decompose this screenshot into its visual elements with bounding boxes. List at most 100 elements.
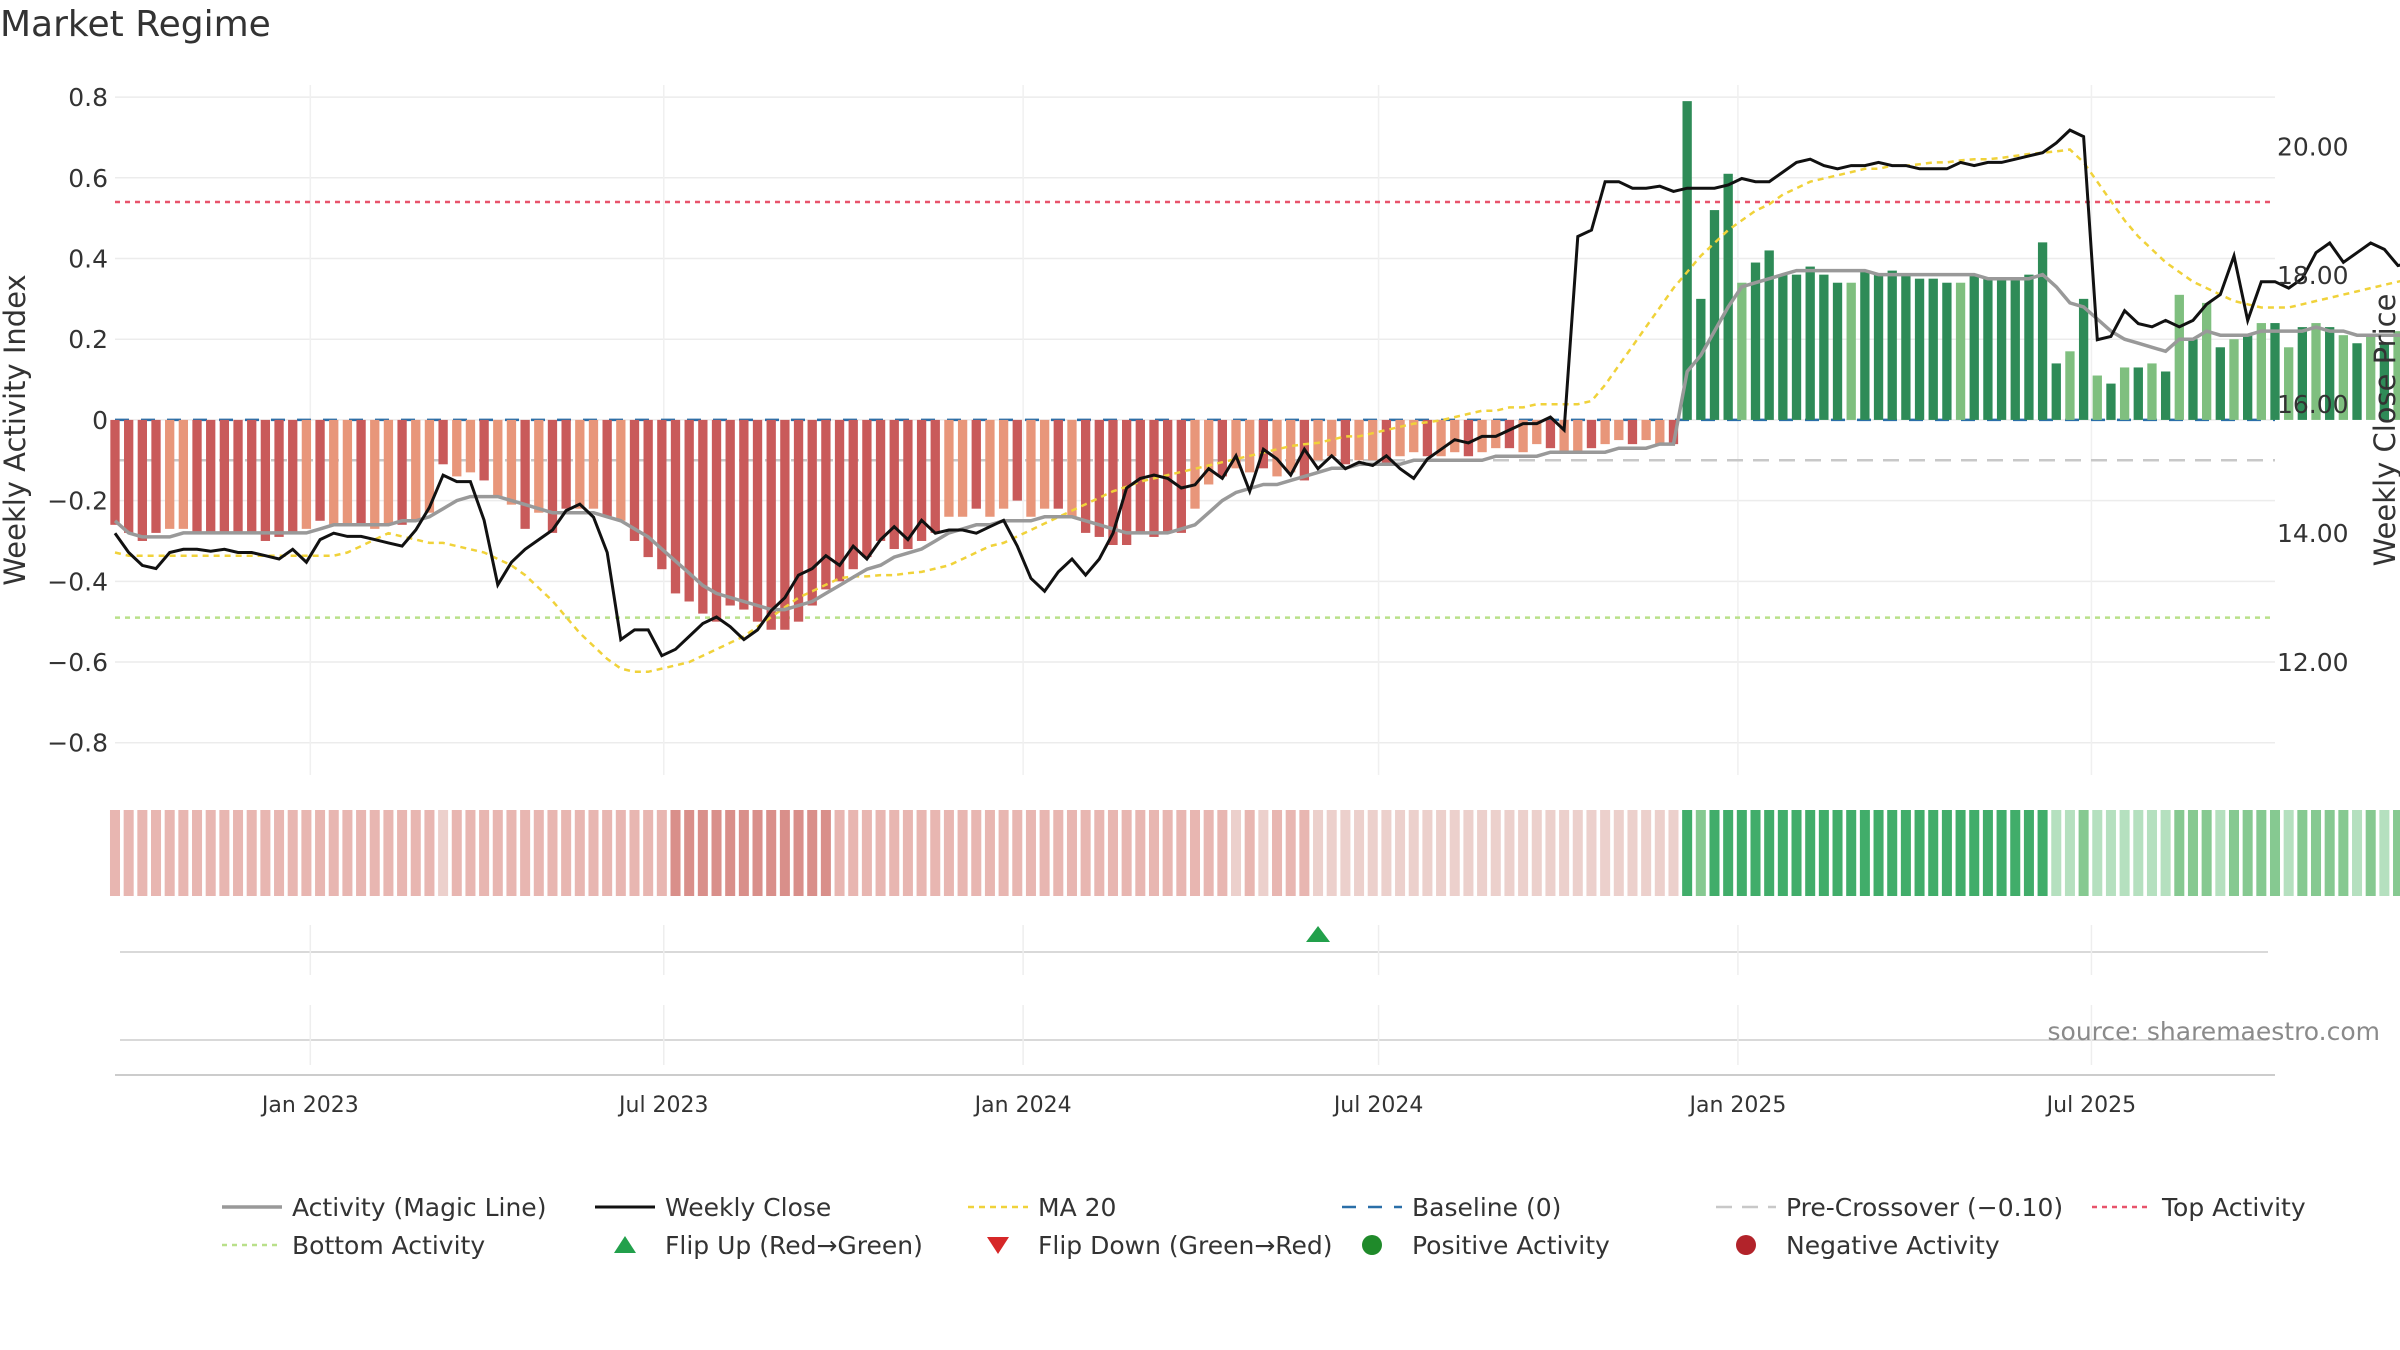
legend-symbol-icon <box>222 1228 282 1262</box>
y-right-tick-label: 14.00 <box>2277 519 2349 548</box>
regime-strip-cell <box>2393 810 2400 896</box>
y-left-tick-label: −0.2 <box>47 487 108 516</box>
positive-activity-bar <box>1723 173 1733 420</box>
regime-strip <box>109 810 2400 896</box>
negative-activity-bar <box>1641 419 1651 441</box>
negative-activity-bar <box>903 419 913 550</box>
regime-strip-cell <box>2105 810 2116 896</box>
legend-label: Negative Activity <box>1786 1230 2000 1260</box>
negative-activity-bar <box>110 419 120 525</box>
positive-activity-bar <box>1983 278 1993 420</box>
regime-strip-cell <box>1189 810 1201 896</box>
x-tick-label: Jan 2025 <box>1687 1093 1786 1118</box>
legend-label: Bottom Activity <box>292 1230 486 1260</box>
flip-events-panel <box>120 925 2268 1065</box>
regime-strip-cell <box>2269 810 2281 896</box>
negative-activity-bar <box>1463 419 1474 457</box>
regime-strip-cell <box>342 810 353 896</box>
legend-symbol-icon <box>968 1190 1028 1224</box>
regime-strip-cell <box>1053 810 1064 896</box>
positive-activity-bar <box>2078 298 2089 420</box>
regime-strip-cell <box>1039 810 1050 896</box>
positive-activity-bar <box>1901 274 1911 420</box>
positive-activity-bar <box>2270 323 2280 420</box>
positive-activity-bar <box>1860 270 1870 420</box>
regime-strip-cell <box>1586 810 1597 896</box>
regime-strip-cell <box>2379 810 2390 896</box>
negative-activity-bar <box>711 419 722 622</box>
negative-activity-bar <box>1559 419 1569 453</box>
regime-strip-cell <box>383 810 394 896</box>
regime-strip-cell <box>1682 810 1693 896</box>
regime-strip-cell <box>1777 810 1788 896</box>
regime-strip-cell <box>356 810 367 896</box>
positive-activity-bar <box>2256 323 2266 420</box>
regime-strip-cell <box>1900 810 1911 896</box>
regime-strip-cell <box>1463 810 1474 896</box>
negative-activity-bar <box>1532 419 1542 445</box>
negative-activity-bar <box>329 419 339 525</box>
regime-strip-cell <box>1914 810 1925 896</box>
negative-activity-bar <box>684 419 694 602</box>
regime-strip-cell <box>943 810 954 896</box>
regime-strip-cell <box>834 810 845 896</box>
regime-strip-cell <box>1641 810 1652 896</box>
regime-strip-cell <box>2051 810 2062 896</box>
negative-activity-bar <box>1012 419 1022 501</box>
chart-title: Market Regime <box>0 4 271 45</box>
negative-activity-bar <box>1231 419 1241 469</box>
positive-activity-bar <box>2297 327 2307 420</box>
x-tick-label: Jan 2023 <box>260 1093 359 1118</box>
negative-activity-bar <box>821 419 831 590</box>
negative-activity-bar <box>1135 419 1145 533</box>
regime-strip-cell <box>479 810 490 896</box>
negative-activity-bar <box>506 419 517 505</box>
negative-activity-bar <box>889 419 899 550</box>
regime-strip-cell <box>233 810 244 896</box>
regime-strip-cell <box>1928 810 1939 896</box>
negative-activity-bar <box>274 419 284 537</box>
regime-strip-cell <box>1381 810 1392 896</box>
legend-symbol-icon <box>1342 1190 1402 1224</box>
positive-activity-bar <box>1969 274 1979 420</box>
positive-activity-bar <box>2065 351 2075 420</box>
positive-activity-bar <box>2393 331 2400 420</box>
source-credit: source: sharemaestro.com <box>2048 1017 2381 1046</box>
x-tick-label: Jul 2023 <box>617 1093 709 1118</box>
regime-strip-cell <box>164 810 175 896</box>
x-tick-label: Jan 2024 <box>973 1093 1072 1118</box>
regime-strip-cell <box>1107 810 1118 896</box>
regime-strip-cell <box>1422 810 1433 896</box>
legend-item-posact: Positive Activity <box>1342 1228 1610 1262</box>
regime-strip-cell <box>1012 810 1023 896</box>
positive-activity-bar <box>1955 282 1966 420</box>
regime-strip-cell <box>438 810 449 896</box>
regime-strip-cell <box>1805 810 1816 896</box>
negative-activity-bar <box>151 419 161 533</box>
negative-activity-bar <box>1354 419 1364 461</box>
positive-activity-bar <box>1682 101 1692 420</box>
regime-strip-cell <box>711 810 722 896</box>
regime-strip-cell <box>2201 810 2212 896</box>
legend-label: MA 20 <box>1038 1192 1117 1222</box>
legend-item-precross: Pre-Crossover (−0.10) <box>1716 1190 2063 1224</box>
negative-activity-bar <box>1053 419 1063 509</box>
regime-strip-cell <box>889 810 900 896</box>
regime-strip-cell <box>451 810 462 896</box>
legend-item-bottom: Bottom Activity <box>222 1228 485 1262</box>
y-right-tick-label: 20.00 <box>2277 132 2349 161</box>
regime-strip-cell <box>588 810 599 896</box>
regime-strip-cell <box>1313 810 1324 896</box>
regime-strip-cell <box>1326 810 1337 896</box>
negative-activity-bar <box>588 419 599 509</box>
negative-activity-bar <box>1668 419 1679 445</box>
negative-activity-bar <box>602 419 612 517</box>
regime-strip-cell <box>738 810 749 896</box>
regime-strip-cell <box>848 810 859 896</box>
regime-strip-cell <box>574 810 585 896</box>
negative-activity-bar <box>411 419 421 521</box>
regime-strip-cell <box>1121 810 1132 896</box>
regime-strip-cell <box>2174 810 2185 896</box>
y-left-tick-label: 0 <box>92 406 108 435</box>
regime-strip-cell <box>287 810 298 896</box>
